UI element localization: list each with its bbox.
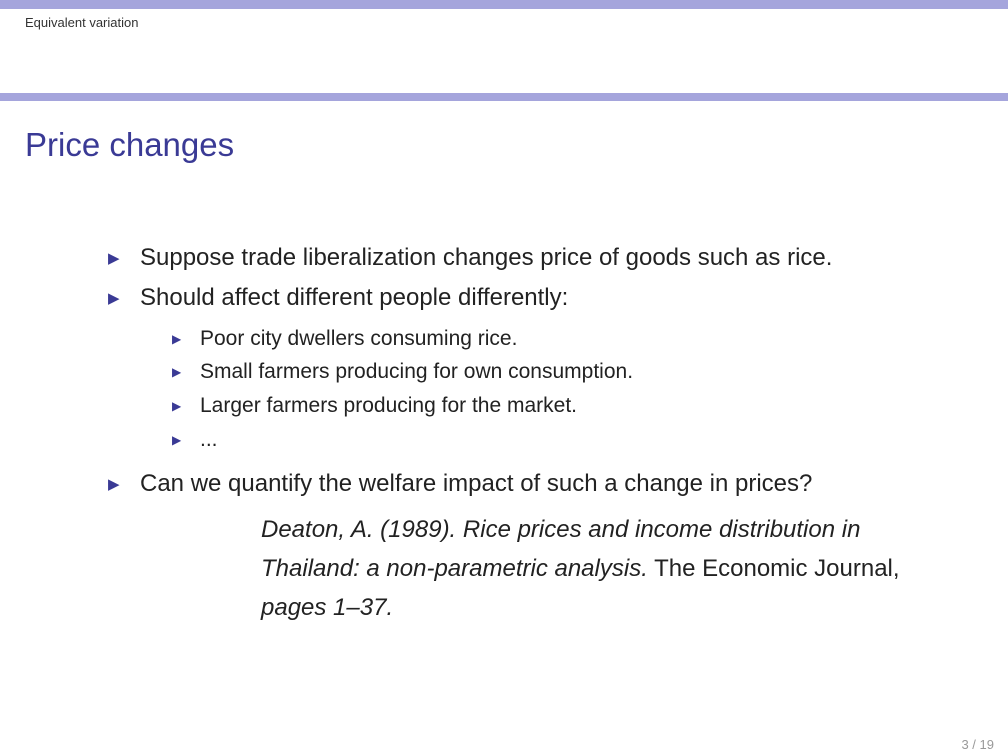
sub-bullet-text: Poor city dwellers consuming rice. [200, 327, 518, 350]
sub-bullet-item: ▶ ... [172, 428, 218, 452]
sub-bullet-text: Small farmers producing for own consumpt… [200, 360, 634, 383]
reference-authors: Deaton, A. (1989). [261, 516, 457, 543]
triangle-right-icon: ▶ [172, 433, 182, 447]
header-bar [0, 0, 1008, 9]
triangle-right-icon: ▶ [108, 476, 120, 493]
reference-title: Rice prices and income distribution in T… [261, 516, 861, 582]
bullet-item: ▶ Can we quantify the welfare impact of … [108, 470, 812, 498]
sub-bullet-item: ▶ Larger farmers producing for the marke… [172, 394, 577, 418]
reference-pages: pages 1–37. [261, 594, 394, 621]
triangle-right-icon: ▶ [172, 365, 182, 379]
triangle-right-icon: ▶ [108, 290, 120, 307]
slide-title: Price changes [25, 126, 235, 163]
triangle-right-icon: ▶ [172, 332, 182, 346]
reference-citation: Deaton, A. (1989). Rice prices and incom… [261, 516, 900, 621]
page-number: 3 / 19 [961, 737, 994, 752]
section-label: Equivalent variation [25, 15, 139, 30]
sub-bullet-item: ▶ Small farmers producing for own consum… [172, 360, 633, 384]
bullet-text: Should affect different people different… [140, 284, 569, 311]
bullet-text: Can we quantify the welfare impact of su… [140, 470, 813, 497]
triangle-right-icon: ▶ [108, 250, 120, 267]
bullet-text: Suppose trade liberalization changes pri… [140, 244, 833, 271]
sub-bullet-item: ▶ Poor city dwellers consuming rice. [172, 327, 517, 351]
sub-bullet-text: Larger farmers producing for the market. [200, 394, 577, 417]
reference-journal: The Economic Journal [654, 555, 893, 582]
bullet-item: ▶ Should affect different people differe… [108, 284, 568, 312]
bullet-item: ▶ Suppose trade liberalization changes p… [108, 244, 832, 272]
title-divider-bar [0, 93, 1008, 101]
sub-bullet-text: ... [200, 428, 218, 451]
triangle-right-icon: ▶ [172, 399, 182, 413]
